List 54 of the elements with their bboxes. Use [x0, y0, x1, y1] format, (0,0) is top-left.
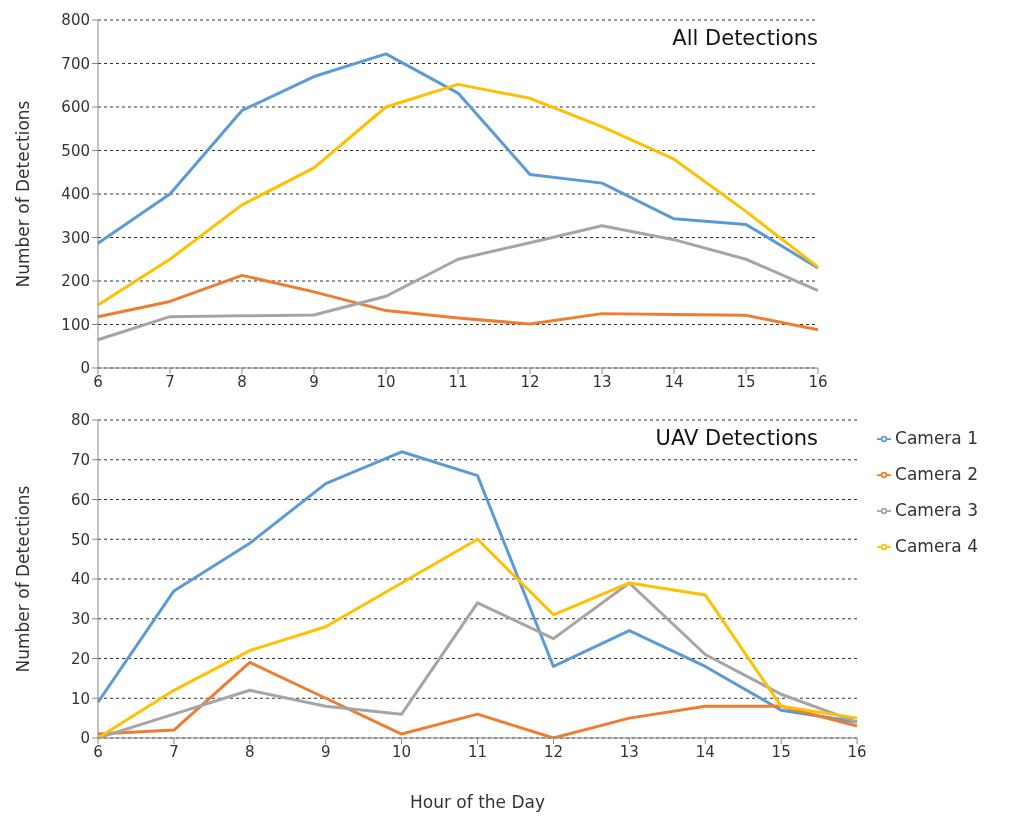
y-tick-label: 0: [80, 729, 90, 748]
y-tick-label: 80: [70, 411, 90, 430]
y-axis-title: Number of Detections: [13, 485, 34, 673]
legend-label: Camera 3: [895, 500, 978, 520]
y-tick-label: 400: [61, 185, 90, 204]
x-tick-label: 6: [93, 372, 103, 391]
y-tick-label: 800: [61, 11, 90, 30]
x-tick-label: 13: [592, 372, 612, 391]
x-tick-label: 16: [847, 742, 867, 761]
x-tick-label: 14: [664, 372, 684, 391]
x-tick-label: 15: [771, 742, 791, 761]
y-tick-label: 0: [80, 359, 90, 378]
x-tick-label: 15: [736, 372, 756, 391]
x-tick-label: 12: [543, 742, 563, 761]
chart-title: UAV Detections: [654, 426, 818, 450]
line-series: [96, 82, 820, 307]
x-tick-label: 9: [309, 372, 319, 391]
y-tick-label: 20: [70, 649, 90, 668]
y-tick-label: 40: [70, 570, 90, 589]
line-series: [96, 224, 820, 342]
y-tick-label: 100: [61, 315, 90, 334]
x-tick-label: 12: [520, 372, 540, 391]
y-tick-label: 50: [70, 530, 90, 549]
x-tick-label: 16: [808, 372, 828, 391]
x-tick-label: 14: [695, 742, 715, 761]
x-tick-label: 13: [619, 742, 639, 761]
x-tick-label: 11: [467, 742, 488, 761]
line-series: [96, 273, 820, 332]
x-tick-label: 6: [93, 742, 103, 761]
y-tick-label: 60: [70, 490, 90, 509]
y-tick-label: 700: [61, 54, 90, 73]
x-tick-label: 8: [245, 742, 255, 761]
x-tick-label: 10: [376, 372, 396, 391]
chart-title: All Detections: [671, 26, 818, 50]
line-series: [96, 450, 859, 724]
x-tick-label: 9: [320, 742, 331, 761]
x-tick-label: 7: [169, 742, 179, 761]
y-tick-label: 200: [61, 272, 90, 291]
legend-label: Camera 1: [895, 428, 978, 448]
y-tick-label: 30: [70, 610, 90, 629]
y-axis-title: Number of Detections: [13, 100, 34, 288]
y-tick-label: 70: [70, 451, 90, 470]
x-tick-label: 7: [165, 372, 175, 391]
y-tick-label: 600: [61, 98, 90, 117]
x-tick-label: 10: [392, 742, 412, 761]
x-tick-label: 11: [448, 372, 468, 391]
x-axis-title: Hour of the Day: [410, 792, 546, 812]
legend-label: Camera 2: [895, 464, 978, 484]
legend-label: Camera 4: [895, 536, 978, 556]
y-tick-label: 500: [61, 141, 90, 160]
x-tick-label: 8: [237, 372, 247, 391]
line-series: [96, 52, 820, 270]
y-tick-label: 300: [61, 228, 90, 247]
y-tick-label: 10: [70, 689, 90, 708]
